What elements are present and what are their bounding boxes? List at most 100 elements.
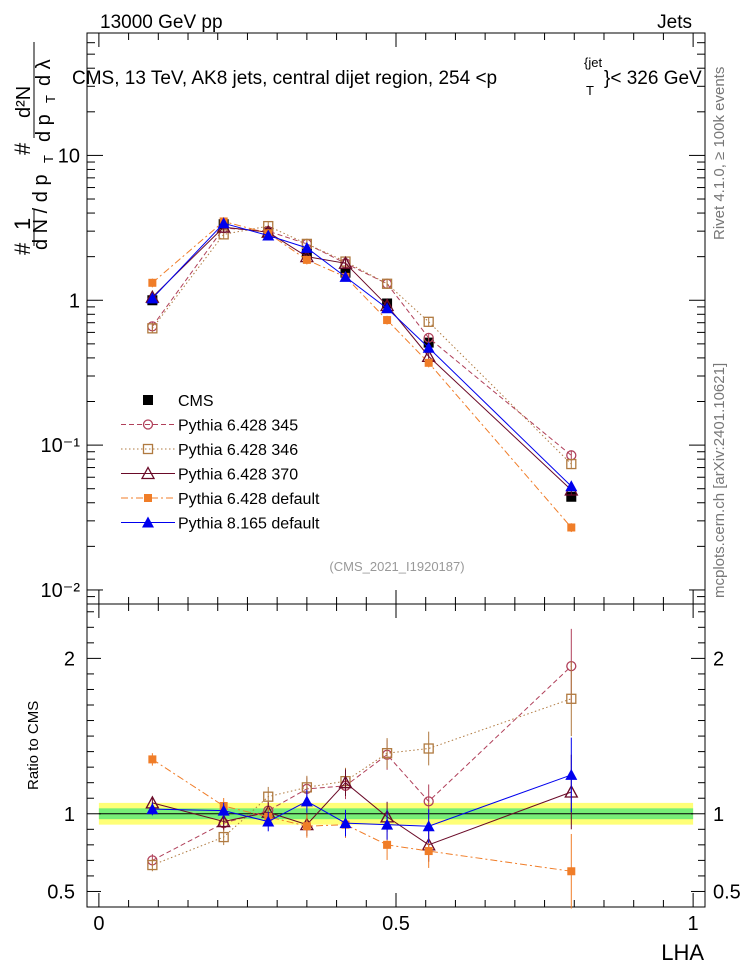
data-point-p8 bbox=[146, 292, 159, 304]
data-point-p8 bbox=[565, 480, 578, 492]
svg-text:#: # bbox=[10, 142, 35, 155]
ratio-point-p8 bbox=[381, 818, 394, 830]
process-label: Jets bbox=[657, 12, 692, 33]
ratio-line-p8 bbox=[152, 774, 572, 827]
ratio-point-p8 bbox=[262, 815, 275, 827]
legend-marker-p345 bbox=[142, 419, 154, 430]
svg-text:d p: d p bbox=[33, 114, 55, 142]
data-point-p8 bbox=[262, 229, 275, 241]
ratio-y-tick-label-right: 1 bbox=[713, 804, 724, 826]
legend-label-p346: Pythia 6.428 346 bbox=[178, 442, 298, 459]
ratio-line-pdefault bbox=[152, 758, 572, 872]
ratio-point-p346 bbox=[381, 748, 393, 759]
legend-label-p8: Pythia 8.165 default bbox=[178, 516, 320, 533]
title-tail: }< 326 GeV bbox=[604, 68, 702, 89]
data-point-p346 bbox=[423, 316, 434, 327]
ratio-point-p346 bbox=[423, 743, 434, 754]
x-tick-label: 0.5 bbox=[382, 913, 410, 935]
ratio-point-p8 bbox=[300, 795, 313, 807]
ratio-y-tick-label: 2 bbox=[64, 648, 75, 670]
ratio-point-pdefault bbox=[383, 840, 392, 849]
svg-text:d λ: d λ bbox=[33, 59, 55, 86]
legend-marker-cms bbox=[143, 395, 153, 405]
ratio-point-p346 bbox=[218, 831, 229, 843]
data-point-p346 bbox=[147, 323, 158, 334]
data-point-pdefault bbox=[424, 358, 433, 367]
data-point-p370 bbox=[338, 255, 353, 269]
svg-text:d N / d p: d N / d p bbox=[30, 174, 52, 250]
svg-text:T: T bbox=[43, 95, 58, 103]
data-point-pdefault bbox=[148, 278, 157, 287]
data-point-p346 bbox=[381, 278, 393, 289]
ratio-point-pdefault bbox=[148, 755, 157, 764]
ratio-point-p346 bbox=[147, 859, 158, 871]
ratio-point-pdefault bbox=[302, 822, 311, 831]
series-line-p345 bbox=[151, 227, 572, 456]
ratio-line-p370 bbox=[152, 782, 572, 846]
ratio-point-pdefault bbox=[424, 847, 433, 856]
analysis-watermark: (CMS_2021_I1920187) bbox=[329, 559, 464, 574]
legend-label-cms: CMS bbox=[178, 393, 214, 410]
ratio-point-p345 bbox=[423, 796, 434, 807]
main-title: CMS, 13 TeV, AK8 jets, central dijet reg… bbox=[72, 55, 702, 98]
main-y-tick-label: 10⁻¹ bbox=[41, 435, 81, 457]
legend-label-p345: Pythia 6.428 345 bbox=[178, 418, 298, 435]
title-main-text: CMS, 13 TeV, AK8 jets, central dijet reg… bbox=[72, 68, 497, 89]
ratio-point-p8 bbox=[146, 803, 159, 815]
ratio-y-tick-label: 1 bbox=[64, 804, 75, 826]
legend-marker-p346 bbox=[142, 443, 154, 455]
x-axis-label: LHA bbox=[661, 940, 704, 965]
ratio-line-p345 bbox=[152, 665, 572, 861]
ratio-y-tick-label-right: 2 bbox=[713, 648, 724, 670]
legend-marker-p370 bbox=[140, 466, 156, 480]
ratio-point-p8 bbox=[339, 817, 352, 829]
ratio-y-axis-label: Ratio to CMS bbox=[25, 701, 42, 790]
rivet-label: Rivet 4.1.0, ≥ 100k events bbox=[711, 67, 728, 240]
data-point-p8 bbox=[422, 341, 435, 353]
svg-text:1: 1 bbox=[10, 218, 35, 230]
legend-label-pdefault: Pythia 6.428 default bbox=[178, 491, 320, 508]
main-y-tick-label: 1 bbox=[69, 290, 80, 312]
data-point-pdefault bbox=[383, 316, 392, 325]
title-subscript: T bbox=[586, 83, 594, 98]
ratio-y-tick-label-right: 0.5 bbox=[713, 881, 741, 903]
axes-layer: 10⁻² 10⁻¹ 1 10 0 0.5 1 0.5 0.5 1 1 2 2 bbox=[41, 32, 741, 935]
svg-text:d²N: d²N bbox=[13, 86, 35, 118]
svg-text:T: T bbox=[41, 155, 56, 163]
main-y-axis-label: # 1 d N / d p T # d²N d p T d λ bbox=[10, 42, 58, 255]
legend-marker-p8 bbox=[142, 516, 154, 528]
svg-text:#: # bbox=[10, 242, 35, 255]
legend-label-p370: Pythia 6.428 370 bbox=[178, 467, 298, 484]
data-point-p346 bbox=[566, 458, 577, 470]
legend: CMS Pythia 6.428 345 Pythia 6.428 346 Pythi… bbox=[121, 393, 320, 533]
main-y-tick-label: 10 bbox=[58, 145, 80, 167]
data-point-p8 bbox=[381, 302, 394, 314]
series-line-pdefault bbox=[152, 220, 572, 528]
ratio-point-p346 bbox=[263, 791, 274, 802]
data-point-pdefault bbox=[567, 523, 576, 532]
ratio-line-p346 bbox=[152, 698, 572, 866]
main-plot-layer bbox=[145, 217, 579, 533]
energy-label: 13000 GeV pp bbox=[100, 12, 223, 33]
ratio-point-p346 bbox=[566, 693, 577, 704]
x-tick-label: 1 bbox=[688, 913, 699, 935]
series-line-p370 bbox=[152, 226, 572, 491]
data-point-cms bbox=[566, 491, 577, 502]
main-y-tick-label: 10⁻² bbox=[41, 580, 81, 602]
mcplots-label: mcplots.cern.ch [arXiv:2401.10621] bbox=[711, 363, 728, 598]
ratio-plot-layer bbox=[98, 628, 694, 909]
series-line-p8 bbox=[152, 222, 572, 487]
title-superscript: {jet bbox=[584, 55, 602, 70]
data-point-p8 bbox=[217, 217, 230, 229]
ratio-point-p8 bbox=[422, 820, 435, 832]
ratio-y-tick-label: 0.5 bbox=[47, 881, 75, 903]
ratio-point-p370 bbox=[216, 814, 231, 828]
data-point-pdefault bbox=[302, 255, 311, 264]
data-point-p8 bbox=[339, 270, 352, 282]
ratio-point-p370 bbox=[338, 775, 353, 789]
ratio-panel-frame bbox=[86, 603, 706, 908]
ratio-point-p8 bbox=[565, 768, 578, 780]
ratio-point-pdefault bbox=[567, 867, 576, 876]
data-point-p8 bbox=[300, 241, 313, 253]
